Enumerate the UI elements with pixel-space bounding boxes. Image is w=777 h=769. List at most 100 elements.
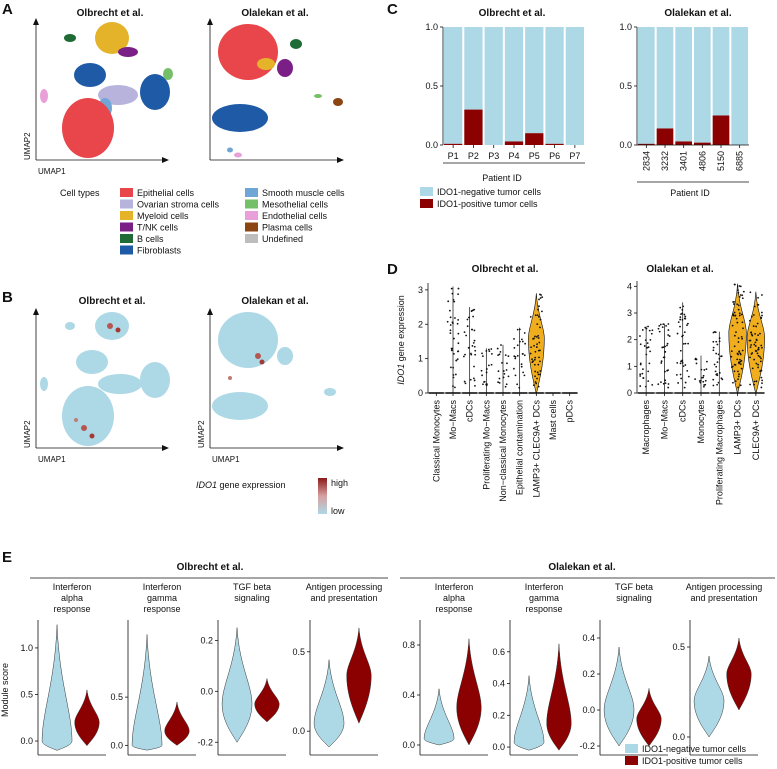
cluster-epithelial-2 [218,24,278,80]
violin-point [648,362,651,365]
violin-point [706,360,708,363]
bar-ytick-label: 0.5 [619,81,632,91]
violin-point [735,317,738,320]
violin-point [686,324,688,327]
violin-point [712,378,715,381]
violin-point [521,338,523,341]
bar-negative [504,27,524,142]
violin-point [705,368,708,371]
e-panel-title: Interferon [53,582,92,592]
violin-point [452,385,454,388]
bar-category-label: 2834 [641,151,651,171]
celltype-swatch [120,234,133,243]
violin-point [752,325,755,327]
violin-point [474,349,477,352]
violin-point [516,383,519,386]
bar-ytick-label: 0.5 [425,81,438,91]
violin-point [473,365,475,368]
violin-point [741,337,744,340]
violin-point [505,369,508,371]
violin-point [467,316,470,319]
violin-point [537,385,540,388]
violin-point [539,349,541,352]
violin-point [660,360,663,363]
e-violin-negative [423,688,455,746]
violin-point [643,345,646,347]
violin-point [736,321,739,324]
violin-point [532,360,534,362]
violin-ytick-label: 3 [627,308,632,318]
violin-point [750,331,753,334]
e-ytick-label: 0.5 [292,647,305,657]
violin-point [534,370,537,373]
violin-point [715,373,718,376]
violin-category-label: Monocytes [696,400,706,444]
violin-ytick-label: 1 [418,354,423,364]
violin-point [467,346,470,349]
bar-category-label: P7 [569,151,580,161]
violin-point [498,377,501,380]
violin-point [731,324,734,327]
cluster-fibroblasts-3 [212,104,268,132]
bar-ytick-label: 0.0 [425,140,438,150]
bar-negative [731,27,748,145]
panel-label-b: B [2,289,13,306]
tumor-legend-e: IDO1-negative tumor cells IDO1-positive … [625,744,747,766]
e-violin-negative [221,627,253,743]
bar-negative [464,27,483,110]
violin-point [681,361,684,364]
violin-point [507,355,510,358]
e-violin-positive [74,689,100,747]
violin-category-label: Proliferating Macrophages [714,400,724,506]
legend-c-label-neg: IDO1-negative tumor cells [437,187,542,197]
legend-c-label-pos: IDO1-positive tumor cells [437,199,538,209]
violin-point [534,375,536,378]
violin-point [537,363,540,366]
bar-positive [464,109,483,145]
violin-point [524,342,527,345]
e-violin-negative [513,675,545,751]
bar-positive [638,143,655,145]
violin-point [664,382,667,385]
violin-ytick-label: 2 [627,335,632,345]
violin-point [733,345,736,348]
violin-point [757,363,759,366]
cluster-epithelial [62,98,114,158]
e-ytick-label: 0.0 [582,705,595,715]
violin-category-label: Epithelial contamination [515,400,525,495]
violin-point [736,352,739,355]
e-panel-title: and presentation [310,593,377,603]
violin-point [457,287,460,290]
celltype-swatch [120,222,133,232]
violin-point [749,356,751,359]
e-ytick-label: -0.2 [197,737,213,747]
bar-ytick-label: 1.0 [619,22,632,32]
violin-point [742,290,745,293]
violin-point [738,295,741,298]
e-panel-title: gamma [529,593,559,603]
violin-point [730,350,733,353]
violin-point [675,373,678,376]
violin-point [452,374,455,376]
violin-point [684,315,687,318]
violin-point [687,375,690,378]
violin-point [639,373,642,376]
violin-category-label: CLEC9A+ DCs [751,400,761,461]
violin-point [679,318,682,321]
e-panel-title: Antigen processing [306,582,383,592]
violin-point [683,386,686,389]
violin-point [657,327,660,330]
e-ytick-label: 0.2 [200,635,213,645]
violin-point [450,287,453,290]
violin-category-label: Proliferating Mo−Macs [481,400,491,490]
violin-ytick-label: 1 [627,361,632,371]
celltype-swatch [120,199,133,209]
violin-point [533,337,535,340]
e-ytick-label: 0.0 [200,686,213,696]
violin-point [733,311,736,314]
panel-d: Olbrecht et al. Olalekan et al. IDO1 gen… [396,264,765,505]
violin-point [760,369,763,372]
violin-point [451,292,454,295]
bar-category-label: P1 [448,151,459,161]
celltype-swatch [120,245,133,255]
